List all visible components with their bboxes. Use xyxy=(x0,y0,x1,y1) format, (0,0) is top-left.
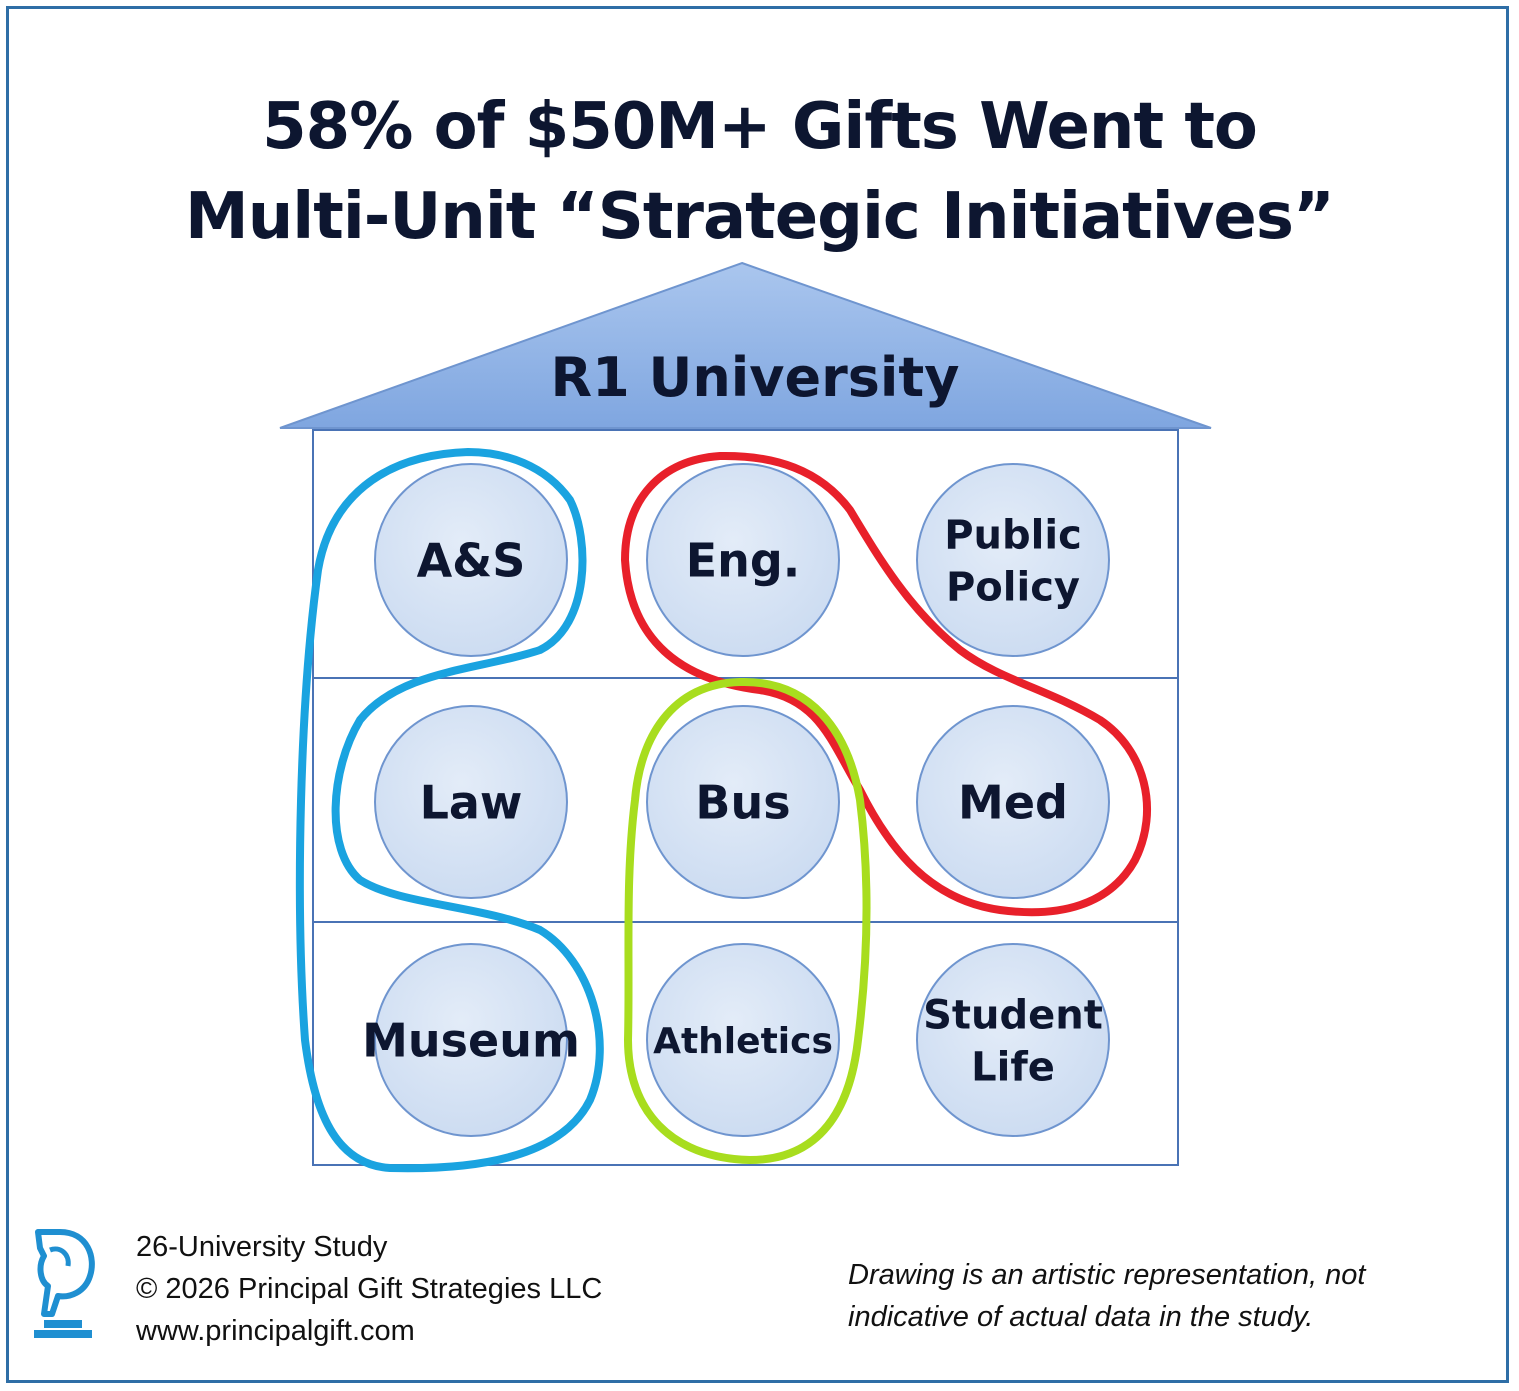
unit-circle-public-policy xyxy=(916,463,1110,657)
units-layer: A&S Eng. Public Policy Law Bus Med Museum Athlet… xyxy=(362,463,1110,1137)
unit-eng: Eng. xyxy=(646,463,840,657)
unit-circle-athletics xyxy=(646,943,840,1137)
unit-label-public-policy-1: Public xyxy=(944,512,1082,558)
study-name: 26-University Study xyxy=(136,1231,388,1263)
unit-student-life: Student Life xyxy=(916,943,1110,1137)
unit-circle-med xyxy=(916,705,1110,899)
unit-label-med: Med xyxy=(958,776,1068,830)
unit-public-policy: Public Policy xyxy=(916,463,1110,657)
unit-circle-eng xyxy=(646,463,840,657)
roof-label: R1 University xyxy=(551,346,960,409)
unit-label-law: Law xyxy=(420,776,523,830)
unit-med: Med xyxy=(916,705,1110,899)
roof xyxy=(279,261,1212,429)
unit-label-museum: Museum xyxy=(362,1014,580,1068)
unit-circle-bus xyxy=(646,705,840,899)
website-link[interactable]: www.principalgift.com xyxy=(136,1315,415,1347)
horse-head-p-logo-icon xyxy=(34,1229,95,1338)
unit-circle-as xyxy=(374,463,568,657)
unit-label-athletics: Athletics xyxy=(653,1021,833,1062)
unit-circle-student-life xyxy=(916,943,1110,1137)
green-grouping-outline xyxy=(624,677,871,1164)
red-grouping-outline xyxy=(621,451,1151,917)
unit-circle-museum xyxy=(374,943,568,1137)
unit-bus: Bus xyxy=(646,705,840,899)
unit-as: A&S xyxy=(374,463,568,657)
unit-label-student-life-1: Student xyxy=(923,992,1103,1038)
unit-label-eng: Eng. xyxy=(686,534,801,588)
title-line-2: Multi-Unit “Strategic Initiatives” xyxy=(185,180,1335,254)
unit-law: Law xyxy=(374,705,568,899)
chart-title: 58% of $50M+ Gifts Went to Multi-Unit “S… xyxy=(0,82,1519,262)
unit-label-student-life-2: Life xyxy=(971,1044,1055,1090)
unit-label-public-policy-2: Policy xyxy=(946,564,1080,610)
unit-circle-law xyxy=(374,705,568,899)
unit-label-bus: Bus xyxy=(695,776,790,830)
study-credit: 26-University Study © 2026 Principal Gif… xyxy=(136,1226,602,1352)
disclaimer-line-2: indicative of actual data in the study. xyxy=(848,1301,1314,1333)
unit-museum: Museum xyxy=(362,943,580,1137)
unit-athletics: Athletics xyxy=(646,943,840,1137)
copyright: © 2026 Principal Gift Strategies LLC xyxy=(136,1273,603,1305)
unit-label-as: A&S xyxy=(417,534,526,588)
title-line-1: 58% of $50M+ Gifts Went to xyxy=(262,90,1258,164)
disclaimer-line-1: Drawing is an artistic representation, n… xyxy=(848,1259,1366,1291)
disclaimer: Drawing is an artistic representation, n… xyxy=(848,1254,1365,1338)
blue-grouping-outline xyxy=(295,448,604,1173)
